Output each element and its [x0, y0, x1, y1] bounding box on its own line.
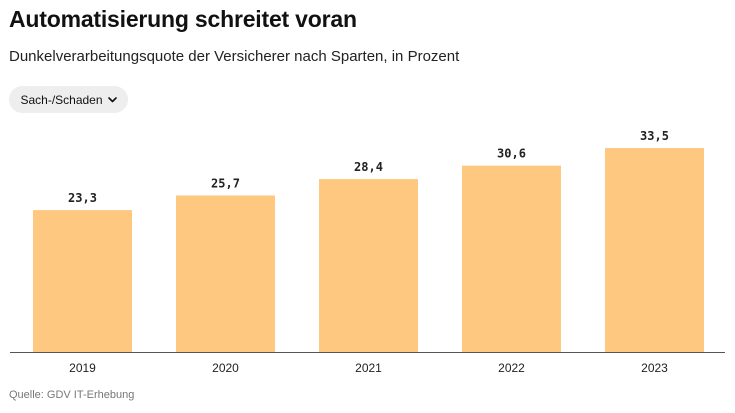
- bar-2019[interactable]: [33, 210, 132, 352]
- bar-2022[interactable]: [462, 165, 561, 352]
- x-tick-label-2023: 2023: [641, 361, 668, 375]
- bar-2023[interactable]: [605, 148, 704, 352]
- data-label-2020: 25,7: [211, 176, 240, 190]
- source-note: Quelle: GDV IT-Erhebung: [9, 389, 135, 401]
- x-tick-label-2019: 2019: [69, 361, 96, 375]
- x-tick-label-2021: 2021: [355, 361, 382, 375]
- bar-chart: 23,3 2019 25,7 2020 28,4 2021 30,6 2022 33,5 2023: [10, 129, 725, 375]
- data-label-2022: 30,6: [497, 147, 526, 161]
- data-label-2023: 33,5: [640, 129, 669, 143]
- dropdown-selected-value: Sach-/Schaden: [20, 92, 103, 107]
- bar-2021[interactable]: [319, 179, 418, 352]
- data-label-2019: 23,3: [68, 191, 97, 205]
- chart-subtitle: Dunkelverarbeitungsquote der Versicherer…: [9, 48, 460, 65]
- chevron-down-icon: [107, 96, 117, 103]
- chart-title: Automatisierung schreitet voran: [9, 6, 357, 32]
- bar-2020[interactable]: [176, 195, 275, 352]
- line-of-business-dropdown[interactable]: Sach-/Schaden: [9, 86, 128, 113]
- x-tick-label-2020: 2020: [212, 361, 239, 375]
- x-tick-label-2022: 2022: [498, 361, 525, 375]
- data-label-2021: 28,4: [354, 160, 383, 174]
